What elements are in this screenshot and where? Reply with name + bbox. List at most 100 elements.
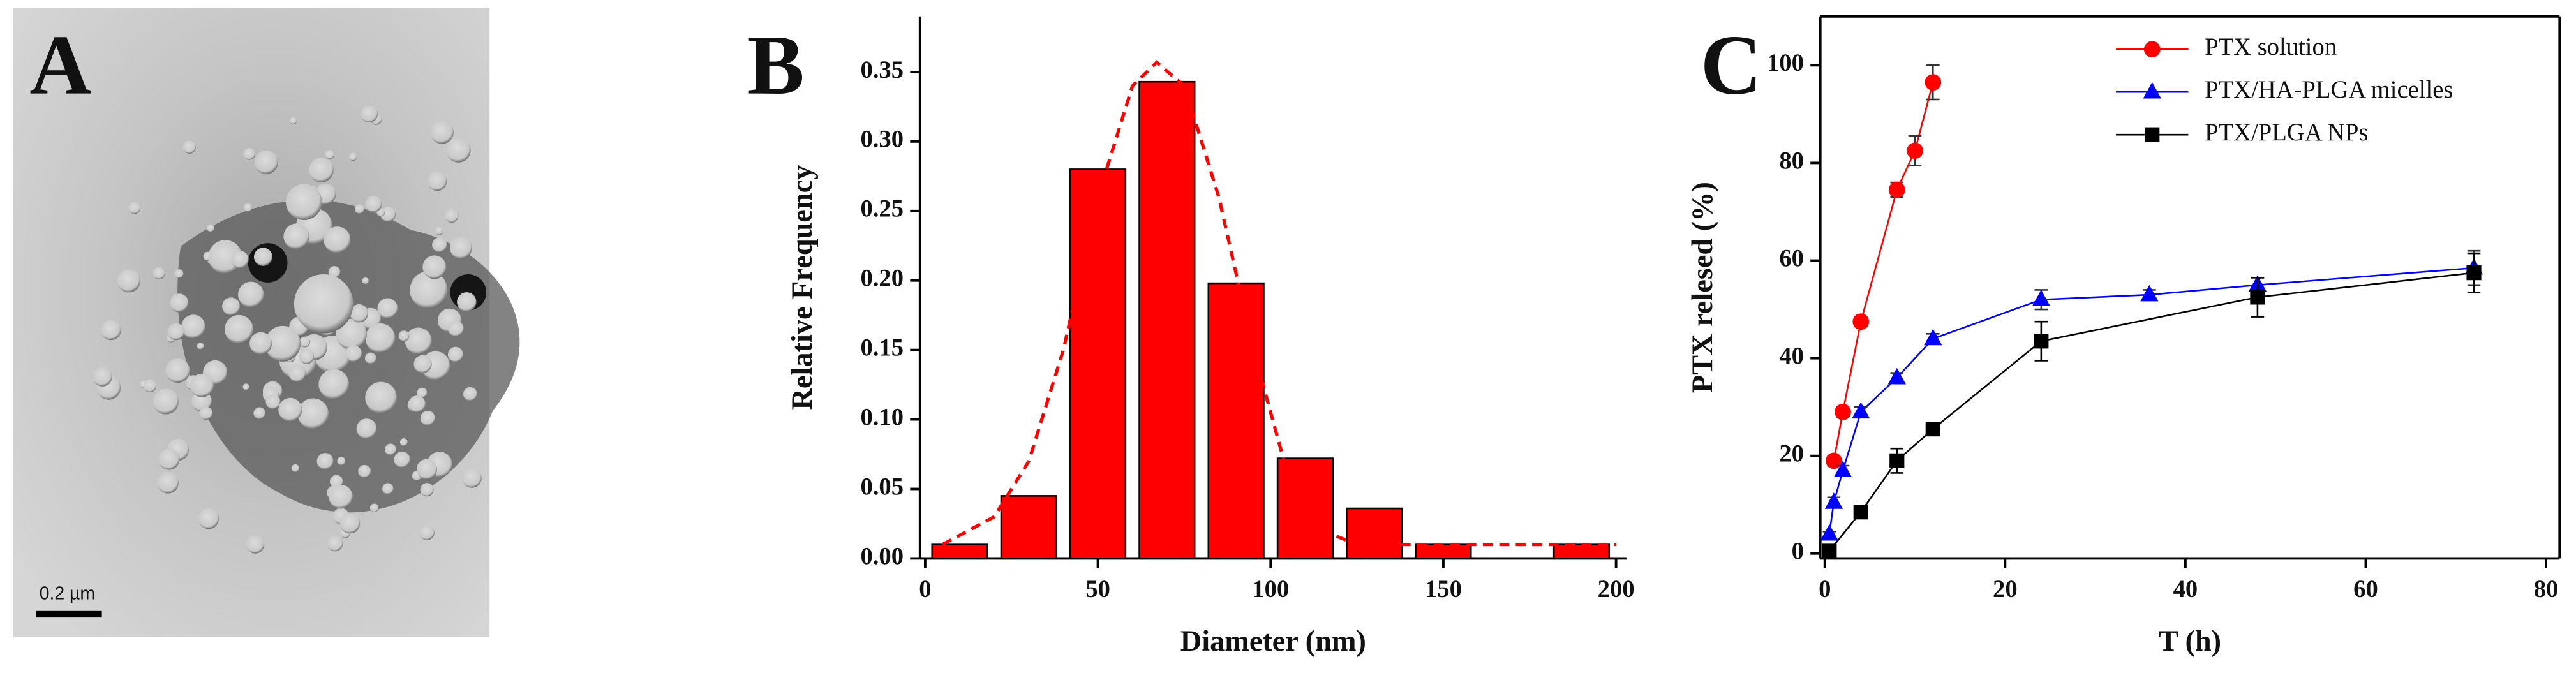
marker	[1820, 524, 1838, 541]
particle	[356, 418, 377, 439]
marker	[1853, 505, 1868, 520]
marker	[2466, 265, 2482, 281]
particle	[329, 484, 353, 509]
particle	[158, 448, 180, 470]
particle	[413, 355, 432, 373]
bar	[1552, 543, 1611, 559]
y-tick-label: 0.10	[860, 404, 904, 431]
series-line	[1833, 82, 1934, 461]
bar	[1069, 168, 1127, 559]
particle	[128, 202, 141, 214]
particle	[419, 524, 435, 540]
particle	[382, 483, 394, 494]
particle	[278, 397, 302, 422]
particle	[410, 271, 448, 309]
particle	[365, 323, 396, 353]
particle	[318, 369, 349, 400]
particle	[283, 223, 309, 249]
x-tick-label: 20	[1993, 576, 2018, 603]
marker	[2032, 290, 2050, 307]
y-tick-label: 0.20	[860, 265, 904, 292]
x-tick-label: 60	[2353, 576, 2378, 603]
x-tick-label: 50	[1085, 576, 1110, 603]
x-tick-label: 0	[1819, 576, 1831, 603]
marker	[1825, 452, 1842, 469]
marker	[1852, 402, 1870, 419]
particle	[324, 226, 351, 254]
particle	[361, 105, 378, 123]
particle	[399, 438, 408, 447]
marker	[1925, 422, 1940, 437]
scale-bar	[36, 610, 102, 618]
marker	[1924, 329, 1942, 346]
particle	[246, 535, 265, 554]
x-tick-label: 100	[1252, 576, 1289, 603]
particle	[249, 332, 272, 355]
particle	[207, 224, 214, 232]
particle	[190, 373, 214, 397]
particle	[445, 209, 459, 223]
particle	[243, 203, 253, 212]
marker	[1835, 403, 1851, 420]
particle	[325, 149, 334, 159]
particle	[299, 336, 311, 348]
particle	[422, 255, 447, 279]
legend-label: PTX/HA-PLGA micelles	[2205, 77, 2453, 103]
particle	[432, 237, 447, 253]
series-line	[1828, 267, 2475, 535]
particle	[242, 383, 249, 390]
particle	[285, 184, 322, 221]
y-tick-label: 80	[1779, 147, 1804, 174]
particle	[153, 267, 165, 279]
particle	[398, 330, 410, 341]
x-axis-title: T (h)	[2159, 625, 2221, 658]
particle	[350, 304, 368, 323]
bar	[1207, 282, 1265, 559]
y-tick-label: 100	[1767, 50, 1804, 77]
particle	[254, 150, 278, 174]
y-tick-label: 0	[1792, 538, 1804, 565]
particle	[420, 483, 434, 497]
particle	[462, 468, 482, 488]
y-tick-label: 0.35	[860, 57, 904, 84]
particle	[430, 120, 454, 144]
particle	[408, 395, 426, 413]
particle	[197, 343, 204, 350]
particle	[428, 172, 447, 191]
y-tick-label: 0.00	[860, 543, 904, 570]
particle	[457, 292, 477, 312]
marker	[1889, 453, 1905, 468]
y-tick-label: 0.30	[860, 126, 904, 153]
particle	[182, 140, 196, 154]
particle	[463, 387, 477, 401]
particle	[181, 314, 205, 339]
particle	[265, 394, 281, 410]
particle	[93, 367, 112, 387]
particle	[265, 325, 301, 362]
particle	[165, 358, 190, 383]
y-tick-label: 0.05	[860, 473, 904, 500]
particle	[339, 513, 361, 534]
y-tick-label: 40	[1779, 343, 1804, 369]
marker	[2034, 334, 2049, 349]
y-axis-title: PTX relesed (%)	[1686, 182, 1719, 393]
marker	[2140, 285, 2159, 302]
particle	[362, 277, 369, 285]
particle	[290, 117, 297, 124]
particle	[337, 457, 346, 466]
particle	[358, 464, 371, 478]
x-tick-label: 40	[2173, 576, 2198, 603]
particle	[253, 248, 272, 267]
particle	[450, 237, 472, 259]
particle	[364, 352, 376, 364]
marker	[2250, 290, 2265, 305]
particle	[222, 297, 241, 316]
bar	[1138, 80, 1196, 559]
legend-label: PTX/PLGA NPs	[2205, 119, 2368, 146]
particle	[384, 443, 396, 455]
particle	[299, 349, 315, 364]
y-tick-label: 0.25	[860, 196, 904, 223]
particle	[225, 314, 253, 344]
particle	[328, 266, 341, 278]
